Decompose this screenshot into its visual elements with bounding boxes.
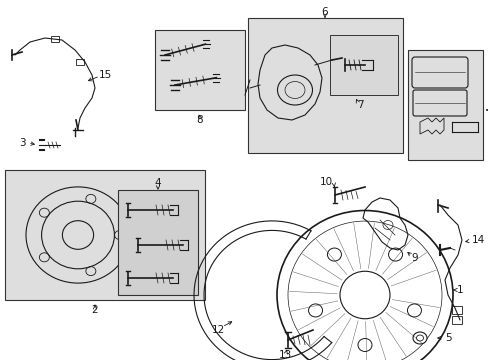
Text: 9: 9 (411, 253, 417, 263)
Text: 1: 1 (456, 285, 462, 295)
Bar (329, 35, 397, 95)
Text: 8: 8 (196, 115, 203, 125)
Bar (5, 170, 204, 300)
Text: 15: 15 (98, 70, 111, 80)
Ellipse shape (412, 332, 426, 344)
Text: 7: 7 (356, 100, 363, 110)
Text: 4: 4 (154, 178, 161, 188)
Bar (451, 306, 461, 314)
Text: 6: 6 (321, 7, 327, 17)
Text: 2: 2 (92, 305, 98, 315)
Bar (451, 316, 461, 324)
Bar (155, 30, 244, 110)
Bar (407, 50, 482, 160)
Text: 13: 13 (278, 350, 291, 360)
Text: 14: 14 (471, 235, 484, 245)
Text: 5: 5 (444, 333, 451, 343)
Text: 12: 12 (211, 325, 224, 335)
Bar (247, 18, 402, 153)
Bar (118, 190, 198, 295)
Bar (76, 59, 84, 65)
Text: 10: 10 (319, 177, 332, 187)
Text: 3: 3 (19, 138, 25, 148)
Bar (51, 36, 59, 42)
